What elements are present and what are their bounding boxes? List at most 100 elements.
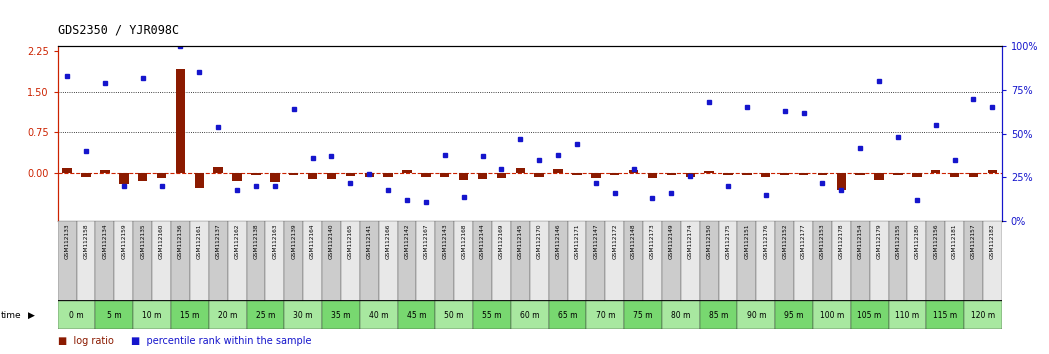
Bar — [530, 221, 549, 301]
Text: GSM112160: GSM112160 — [159, 223, 164, 259]
Text: GSM112141: GSM112141 — [367, 223, 371, 259]
Bar — [549, 301, 586, 329]
Bar — [190, 221, 209, 301]
Text: 80 m: 80 m — [671, 310, 690, 320]
Bar — [912, 172, 921, 177]
Text: GSM112145: GSM112145 — [518, 223, 522, 259]
Bar — [209, 221, 228, 301]
Text: 15 m: 15 m — [180, 310, 199, 320]
Text: GSM112164: GSM112164 — [311, 223, 315, 259]
Bar — [473, 221, 492, 301]
Text: GSM112150: GSM112150 — [707, 223, 711, 259]
Bar — [628, 170, 638, 172]
Bar — [360, 221, 379, 301]
Bar — [228, 221, 247, 301]
Bar — [643, 221, 662, 301]
Bar — [647, 172, 657, 178]
Text: GDS2350 / YJR098C: GDS2350 / YJR098C — [58, 24, 178, 37]
Text: GSM112154: GSM112154 — [858, 223, 862, 259]
Bar — [58, 221, 77, 301]
Bar — [209, 301, 247, 329]
Bar — [704, 171, 713, 172]
Text: 110 m: 110 m — [896, 310, 919, 320]
Bar — [874, 172, 883, 180]
Bar — [345, 172, 355, 176]
Bar — [307, 172, 317, 179]
Bar — [681, 221, 700, 301]
Text: time: time — [1, 310, 22, 320]
Text: 60 m: 60 m — [520, 310, 539, 320]
Bar — [987, 170, 997, 172]
Bar — [515, 168, 524, 172]
Bar — [194, 172, 204, 188]
Bar — [798, 172, 808, 175]
Bar — [723, 172, 732, 175]
Text: GSM112170: GSM112170 — [537, 223, 541, 259]
Bar — [119, 172, 128, 184]
Text: 70 m: 70 m — [596, 310, 615, 320]
Bar — [133, 301, 171, 329]
Bar — [62, 168, 71, 172]
Bar — [851, 221, 870, 301]
Bar — [534, 172, 543, 177]
Bar — [889, 301, 926, 329]
Text: GSM112133: GSM112133 — [65, 223, 69, 259]
Bar — [247, 301, 284, 329]
Bar — [290, 172, 298, 175]
Bar — [968, 172, 978, 177]
Bar — [496, 172, 506, 178]
Bar — [95, 221, 114, 301]
Bar — [662, 301, 700, 329]
Text: 90 m: 90 m — [747, 310, 766, 320]
Text: GSM112174: GSM112174 — [688, 223, 692, 259]
Bar — [379, 221, 398, 301]
Text: GSM112179: GSM112179 — [877, 223, 881, 259]
Bar — [265, 221, 284, 301]
Bar — [322, 221, 341, 301]
Text: 35 m: 35 m — [331, 310, 350, 320]
Text: GSM112162: GSM112162 — [235, 223, 239, 259]
Text: GSM112163: GSM112163 — [273, 223, 277, 259]
Bar — [303, 221, 322, 301]
Text: 30 m: 30 m — [294, 310, 313, 320]
Text: 75 m: 75 m — [634, 310, 652, 320]
Text: GSM112175: GSM112175 — [726, 223, 730, 259]
Bar — [322, 301, 360, 329]
Bar — [855, 172, 864, 175]
Bar — [775, 301, 813, 329]
Text: GSM112146: GSM112146 — [556, 223, 560, 259]
Bar — [586, 221, 605, 301]
Text: GSM112143: GSM112143 — [443, 223, 447, 259]
Text: GSM112167: GSM112167 — [424, 223, 428, 259]
Text: 25 m: 25 m — [256, 310, 275, 320]
Bar — [284, 301, 322, 329]
Text: 10 m: 10 m — [143, 310, 162, 320]
Text: GSM112180: GSM112180 — [915, 223, 919, 259]
Text: GSM112156: GSM112156 — [934, 223, 938, 259]
Bar — [284, 221, 303, 301]
Text: GSM112137: GSM112137 — [216, 223, 220, 259]
Text: GSM112153: GSM112153 — [820, 223, 825, 259]
Text: GSM112147: GSM112147 — [594, 223, 598, 259]
Text: 85 m: 85 m — [709, 310, 728, 320]
Text: 5 m: 5 m — [107, 310, 122, 320]
Bar — [77, 221, 95, 301]
Bar — [477, 172, 487, 179]
Text: GSM112155: GSM112155 — [896, 223, 900, 259]
Text: 95 m: 95 m — [785, 310, 804, 320]
Text: 100 m: 100 m — [819, 310, 844, 320]
Bar — [440, 172, 449, 177]
Bar — [813, 221, 832, 301]
Text: GSM112152: GSM112152 — [783, 223, 787, 259]
Bar — [832, 221, 851, 301]
Text: GSM112159: GSM112159 — [122, 223, 126, 259]
Bar — [926, 301, 964, 329]
Bar — [624, 221, 643, 301]
Text: ■  log ratio: ■ log ratio — [58, 337, 113, 347]
Bar — [666, 172, 676, 175]
Text: 120 m: 120 m — [971, 310, 994, 320]
Bar — [836, 172, 845, 190]
Bar — [949, 172, 959, 177]
Bar — [756, 221, 775, 301]
Bar — [251, 172, 260, 175]
